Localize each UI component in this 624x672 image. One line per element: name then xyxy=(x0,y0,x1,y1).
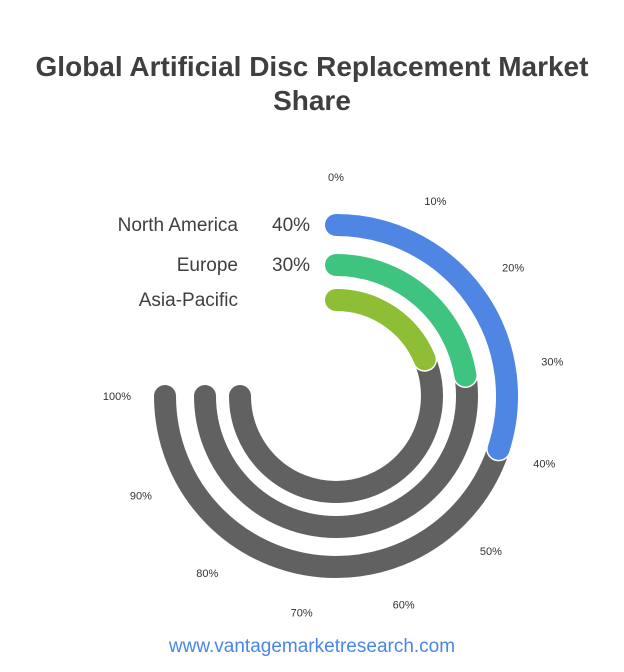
category-label-north-america: North America xyxy=(118,215,239,236)
tick-label: 70% xyxy=(291,607,313,619)
chart-tick-labels: 0% 10% 20% 30% 40% 50% 60% 70% 80% 90% 100% xyxy=(103,172,564,619)
bar-europe[interactable] xyxy=(325,254,477,387)
tick-label: 80% xyxy=(196,568,218,580)
category-label-europe: Europe xyxy=(177,255,238,276)
value-label-north-america: 40% xyxy=(272,215,310,236)
tick-label: 10% xyxy=(424,196,446,208)
tick-label: 90% xyxy=(130,490,152,502)
bar-asia-pacific[interactable] xyxy=(325,289,436,371)
category-label-asia-pacific: Asia-Pacific xyxy=(139,290,238,311)
tick-label: 20% xyxy=(502,262,524,274)
value-label-europe: 30% xyxy=(272,255,310,276)
source-website[interactable]: www.vantagemarketresearch.com xyxy=(168,636,456,657)
tick-label: 40% xyxy=(533,459,555,471)
tick-label: 0% xyxy=(328,172,344,184)
chart-title: Global Artificial Disc Replacement Marke… xyxy=(35,51,589,116)
chart-bars xyxy=(323,212,520,462)
tick-label: 50% xyxy=(480,546,502,558)
tick-label: 60% xyxy=(393,599,415,611)
bar-north-america[interactable] xyxy=(325,214,518,460)
chart-category-labels: North America 40% Europe 30% Asia-Pacific xyxy=(118,215,311,311)
tick-label: 100% xyxy=(103,391,131,403)
tick-label: 30% xyxy=(541,357,563,369)
